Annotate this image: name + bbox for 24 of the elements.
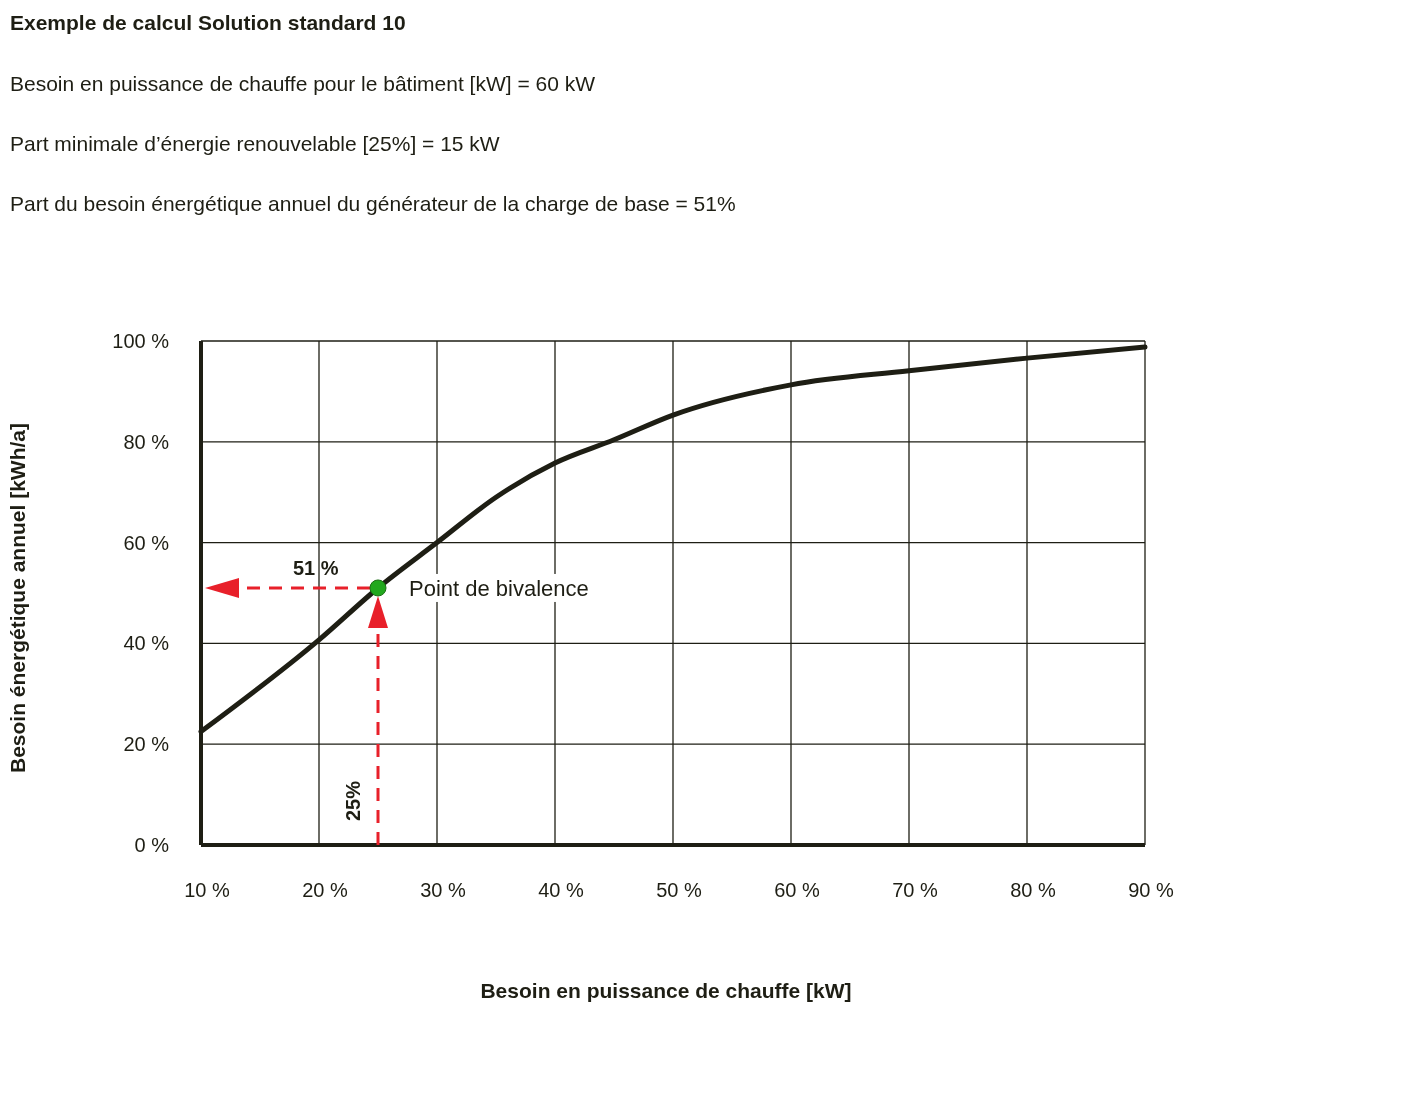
text: Besoin en puissance de chauffe pour le bâtiment [kW] = 60 kW	[10, 72, 596, 95]
x-tick-label: 90 %	[1128, 879, 1175, 901]
text: Part minimale d’énergie renouvelable [25%] = 15 kW	[10, 132, 500, 155]
x-tick-label: 10 %	[184, 879, 231, 901]
annotation: 51 %	[293, 556, 339, 579]
annotation: 25%	[342, 780, 364, 821]
y-tick-label: 20 %	[123, 733, 170, 756]
x-axis-title: Besoin en puissance de chauffe [kW]	[480, 979, 852, 1002]
x-tick-label: 20 %	[302, 879, 349, 901]
text: Part du besoin énergétique annuel du générateur de la charge de base = 51%	[10, 192, 736, 215]
x-tick-label: 80 %	[1010, 879, 1057, 901]
y-tick-label: 80 %	[123, 430, 170, 453]
x-tick-label: 50 %	[656, 879, 703, 901]
x-tick-label: 30 %	[420, 879, 467, 901]
y-tick-label: 100 %	[112, 330, 170, 352]
x-tick-label: 70 %	[892, 879, 939, 901]
y-tick-label: 60 %	[123, 531, 170, 554]
y-tick-label: 0 %	[134, 834, 170, 856]
x-tick-label: 60 %	[774, 879, 821, 901]
x-tick-label: 40 %	[538, 879, 585, 901]
annotation: Point de bivalence	[409, 575, 589, 601]
y-tick-label: 40 %	[123, 632, 170, 655]
y-axis-title: Besoin énergétique annuel [kWh/a]	[6, 422, 29, 774]
chart-title: Exemple de calcul Solution standard 10	[10, 11, 406, 34]
